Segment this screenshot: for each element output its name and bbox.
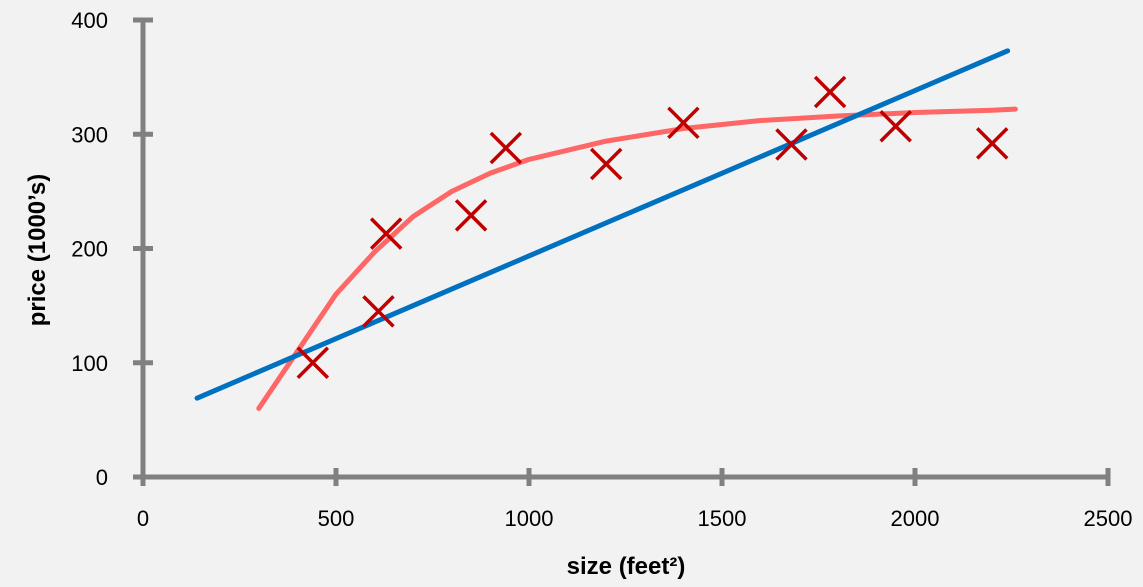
data-point-stroke (775, 128, 808, 161)
data-point (879, 110, 912, 143)
x-tick-label: 1500 (698, 506, 747, 531)
data-point (296, 346, 330, 379)
data-point-stroke (879, 110, 912, 143)
data-point (489, 131, 523, 165)
data-point-stroke (589, 147, 623, 181)
x-axis-title: size (feet²) (567, 553, 686, 580)
x-tick-label: 0 (137, 506, 149, 531)
curve-fit-line (256, 106, 1018, 411)
data-point (454, 199, 488, 232)
data-point-stroke (975, 127, 1009, 160)
data-point (775, 128, 808, 161)
data-point-stroke (362, 295, 395, 328)
data-point (975, 127, 1009, 160)
chart-axes (133, 17, 1111, 486)
data-point (362, 295, 395, 328)
data-point-stroke (369, 217, 403, 250)
chart-data-points (296, 75, 1009, 379)
data-point-stroke (667, 106, 700, 140)
data-point (589, 147, 623, 181)
y-axis-title: price (1000’s) (24, 174, 51, 327)
data-point-stroke (489, 131, 523, 165)
y-tick-label: 400 (71, 8, 108, 33)
y-tick-label: 100 (71, 351, 108, 376)
data-point-stroke (813, 75, 847, 109)
data-point (369, 217, 403, 250)
data-point-stroke (296, 346, 330, 379)
x-tick-label: 1000 (505, 506, 554, 531)
chart-tick-labels: 0 500 1000 1500 2000 2500 0 100 200 300 400 (71, 8, 1132, 531)
linear-fit-line (194, 48, 1011, 401)
x-tick-label: 500 (318, 506, 355, 531)
data-point-stroke (454, 199, 488, 232)
data-point (667, 106, 700, 140)
y-tick-label: 200 (71, 237, 108, 262)
x-tick-label: 2500 (1084, 506, 1133, 531)
y-tick-label: 300 (71, 122, 108, 147)
data-point (813, 75, 847, 109)
x-tick-label: 2000 (891, 506, 940, 531)
y-tick-label: 0 (96, 465, 108, 490)
chart-fit-lines (194, 48, 1018, 411)
